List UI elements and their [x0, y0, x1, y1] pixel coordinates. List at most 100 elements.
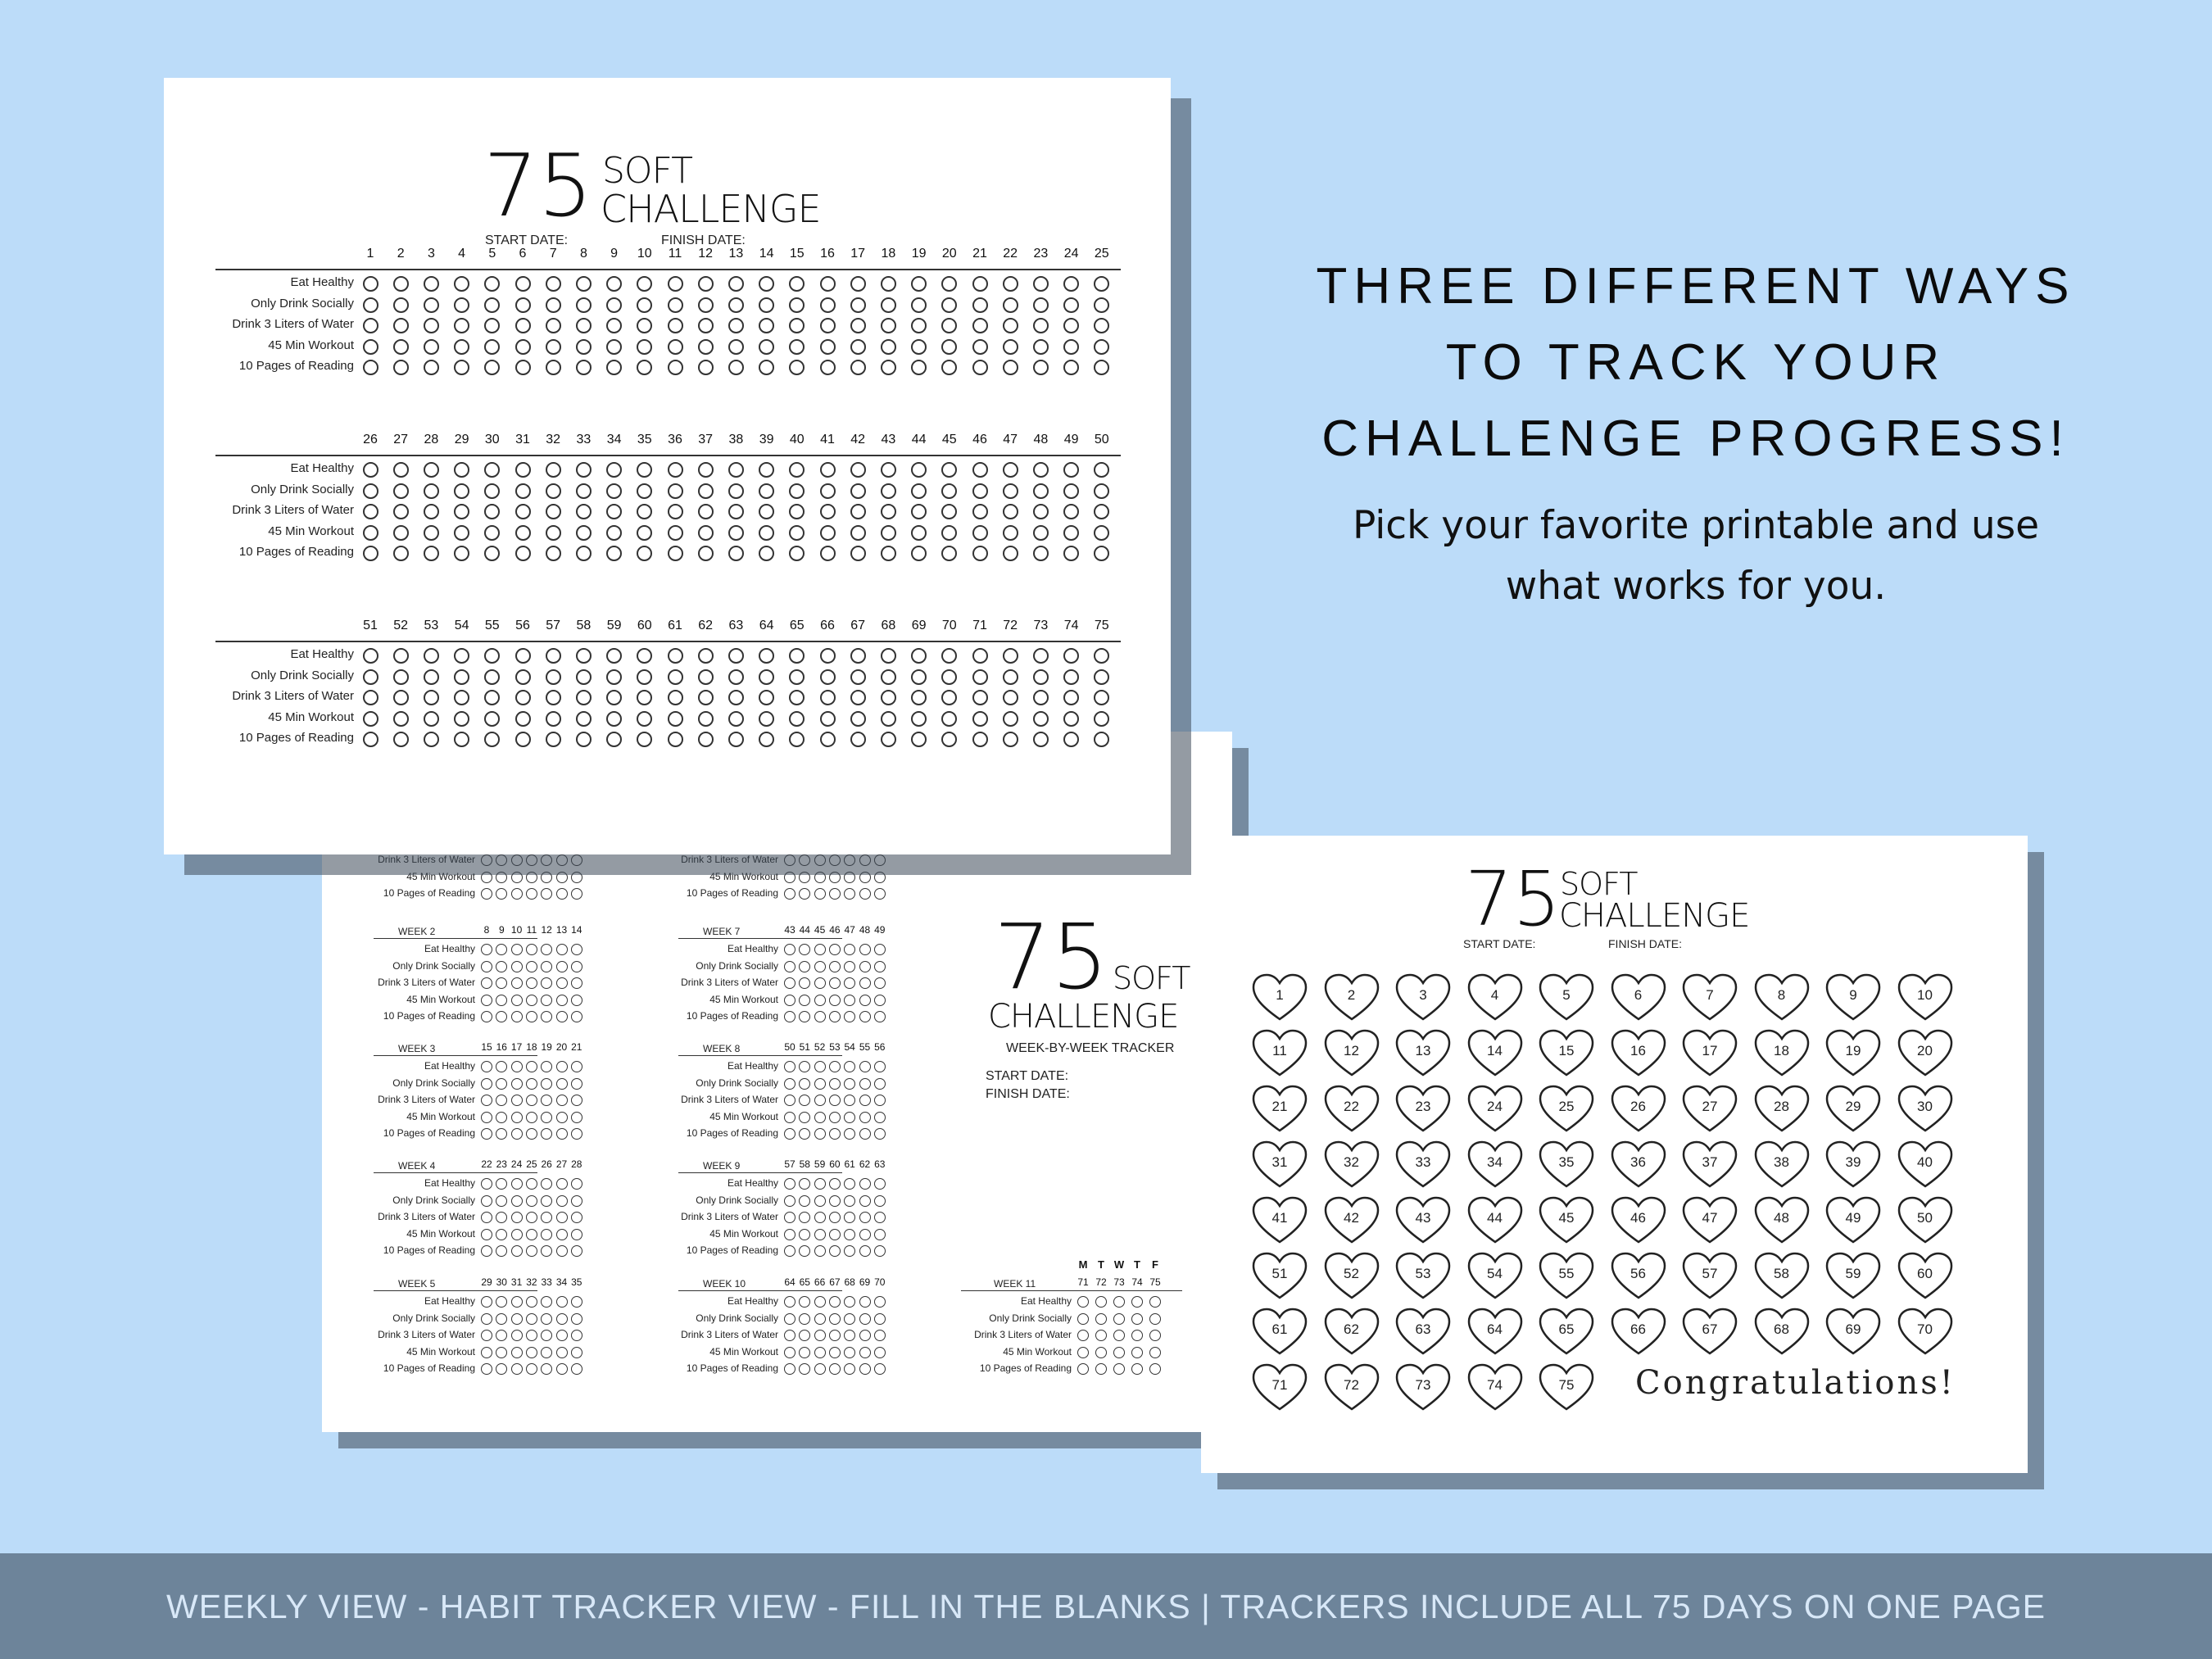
- habit-checkbox[interactable]: [880, 524, 896, 541]
- habit-checkbox[interactable]: [423, 546, 439, 561]
- week-checkbox[interactable]: [873, 1178, 886, 1190]
- habit-checkbox[interactable]: [850, 732, 866, 747]
- heart-day[interactable]: 24: [1467, 1085, 1523, 1134]
- week-checkbox[interactable]: [525, 871, 537, 883]
- heart-day[interactable]: 2: [1324, 973, 1380, 1022]
- habit-checkbox[interactable]: [454, 690, 470, 705]
- habit-checkbox[interactable]: [1094, 462, 1110, 478]
- habit-checkbox[interactable]: [637, 483, 653, 499]
- week-checkbox[interactable]: [873, 960, 886, 972]
- week-checkbox[interactable]: [828, 1077, 841, 1090]
- week-checkbox[interactable]: [784, 1178, 796, 1190]
- habit-checkbox[interactable]: [880, 710, 896, 727]
- week-checkbox[interactable]: [481, 1095, 492, 1106]
- habit-checkbox[interactable]: [789, 648, 805, 664]
- week-checkbox[interactable]: [844, 1346, 856, 1358]
- habit-checkbox[interactable]: [637, 710, 653, 727]
- week-checkbox[interactable]: [541, 1061, 553, 1072]
- habit-checkbox[interactable]: [789, 318, 805, 333]
- week-checkbox[interactable]: [859, 994, 871, 1006]
- habit-checkbox[interactable]: [637, 546, 653, 561]
- habit-checkbox[interactable]: [911, 297, 927, 313]
- habit-checkbox[interactable]: [545, 360, 561, 375]
- week-checkbox[interactable]: [481, 994, 492, 1006]
- heart-day[interactable]: 21: [1252, 1085, 1308, 1134]
- habit-checkbox[interactable]: [606, 648, 623, 664]
- habit-checkbox[interactable]: [728, 360, 744, 375]
- week-checkbox[interactable]: [873, 1061, 886, 1072]
- heart-day[interactable]: 23: [1395, 1085, 1451, 1134]
- habit-checkbox[interactable]: [575, 297, 592, 313]
- habit-checkbox[interactable]: [454, 360, 470, 375]
- habit-checkbox[interactable]: [819, 524, 836, 541]
- habit-checkbox[interactable]: [423, 338, 439, 355]
- week-checkbox[interactable]: [541, 1111, 553, 1123]
- week-checkbox[interactable]: [844, 1194, 856, 1207]
- habit-checkbox[interactable]: [484, 648, 501, 664]
- habit-checkbox[interactable]: [667, 297, 683, 313]
- habit-checkbox[interactable]: [545, 732, 561, 747]
- habit-checkbox[interactable]: [941, 360, 958, 375]
- habit-checkbox[interactable]: [606, 360, 623, 375]
- habit-checkbox[interactable]: [789, 483, 805, 499]
- habit-checkbox[interactable]: [392, 524, 409, 541]
- week-checkbox[interactable]: [859, 1212, 871, 1223]
- week-checkbox[interactable]: [784, 871, 796, 883]
- week-checkbox[interactable]: [873, 1111, 886, 1123]
- week-checkbox[interactable]: [555, 1111, 568, 1123]
- week-checkbox[interactable]: [828, 1061, 841, 1072]
- heart-day[interactable]: 64: [1467, 1308, 1523, 1357]
- habit-checkbox[interactable]: [759, 504, 775, 519]
- week-checkbox[interactable]: [859, 1296, 871, 1308]
- week-checkbox[interactable]: [510, 960, 523, 972]
- habit-checkbox[interactable]: [759, 360, 775, 375]
- week-checkbox[interactable]: [799, 1111, 811, 1123]
- habit-checkbox[interactable]: [667, 710, 683, 727]
- heart-day[interactable]: 47: [1682, 1196, 1738, 1245]
- week-checkbox[interactable]: [1077, 1330, 1089, 1341]
- habit-checkbox[interactable]: [606, 524, 623, 541]
- habit-checkbox[interactable]: [850, 690, 866, 705]
- week-checkbox[interactable]: [873, 994, 886, 1006]
- week-checkbox[interactable]: [814, 1011, 826, 1022]
- habit-checkbox[interactable]: [1002, 462, 1018, 478]
- week-checkbox[interactable]: [510, 1128, 523, 1140]
- week-checkbox[interactable]: [873, 1330, 886, 1341]
- week-checkbox[interactable]: [828, 1296, 841, 1308]
- week-checkbox[interactable]: [541, 1228, 553, 1240]
- week-checkbox[interactable]: [541, 871, 553, 883]
- habit-checkbox[interactable]: [911, 276, 927, 292]
- habit-checkbox[interactable]: [759, 483, 775, 499]
- habit-checkbox[interactable]: [392, 297, 409, 313]
- habit-checkbox[interactable]: [850, 297, 866, 313]
- habit-checkbox[interactable]: [1002, 276, 1018, 292]
- week-checkbox[interactable]: [859, 1228, 871, 1240]
- heart-day[interactable]: 40: [1897, 1140, 1953, 1190]
- week-checkbox[interactable]: [496, 1212, 508, 1223]
- habit-checkbox[interactable]: [728, 648, 744, 664]
- week-checkbox[interactable]: [570, 1077, 582, 1090]
- week-checkbox[interactable]: [541, 1011, 553, 1022]
- week-checkbox[interactable]: [859, 1178, 871, 1190]
- habit-checkbox[interactable]: [606, 732, 623, 747]
- habit-checkbox[interactable]: [514, 297, 531, 313]
- week-checkbox[interactable]: [873, 944, 886, 955]
- habit-checkbox[interactable]: [362, 276, 378, 292]
- week-checkbox[interactable]: [496, 1363, 508, 1375]
- week-checkbox[interactable]: [799, 888, 811, 900]
- habit-checkbox[interactable]: [545, 462, 561, 478]
- week-checkbox[interactable]: [784, 1061, 796, 1072]
- habit-checkbox[interactable]: [1063, 546, 1080, 561]
- habit-checkbox[interactable]: [819, 276, 836, 292]
- habit-checkbox[interactable]: [606, 338, 623, 355]
- week-checkbox[interactable]: [570, 1212, 582, 1223]
- habit-checkbox[interactable]: [545, 710, 561, 727]
- heart-day[interactable]: 51: [1252, 1252, 1308, 1301]
- week-checkbox[interactable]: [859, 944, 871, 955]
- habit-checkbox[interactable]: [941, 297, 958, 313]
- week-checkbox[interactable]: [828, 871, 841, 883]
- week-checkbox[interactable]: [481, 1346, 492, 1358]
- habit-checkbox[interactable]: [972, 338, 988, 355]
- heart-day[interactable]: 73: [1395, 1363, 1451, 1412]
- habit-checkbox[interactable]: [1002, 483, 1018, 499]
